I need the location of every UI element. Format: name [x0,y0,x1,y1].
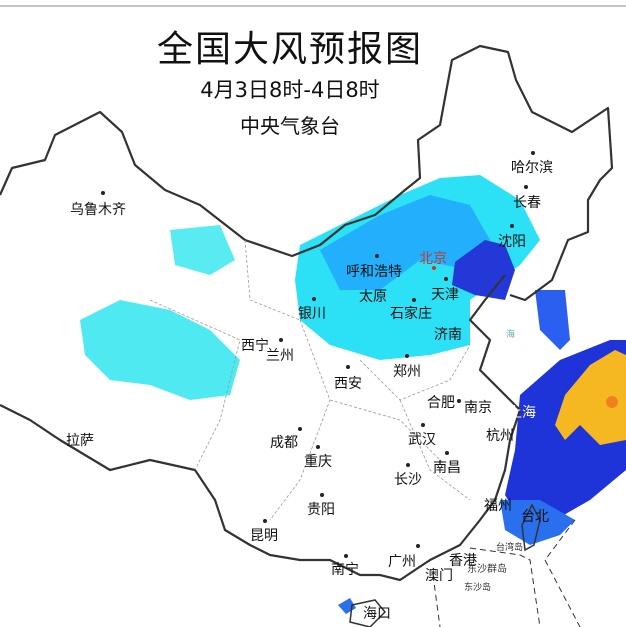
city-dot [298,427,302,431]
storm-spot [606,396,618,408]
city-label: 长沙 [394,472,422,488]
city-label: 拉萨 [66,433,94,449]
city-dot [444,277,448,281]
city-dot [346,365,350,369]
island-label: 台湾岛 [496,543,524,553]
south-china-sea-box [432,519,581,627]
city-label: 海口 [363,606,391,622]
city-label: 哈尔滨 [511,160,553,176]
city-label: 合肥 [427,395,455,411]
city-label: 重庆 [304,454,332,470]
city-label: 沈阳 [498,234,526,250]
city-dot [406,463,410,467]
city-dot [510,224,514,228]
city-dot [421,423,425,427]
city-label: 石家庄 [390,306,432,322]
city-dot [416,544,420,548]
city-label: 西安 [334,376,362,392]
city-label: 香港 [449,553,477,569]
gale-area-east-sea [555,350,626,445]
city-label: 乌鲁木齐 [70,202,126,218]
moderate-wind-area-north [320,195,490,290]
city-label: 银川 [298,306,326,322]
city-label: 长春 [513,195,541,211]
strong-wind-area-bohai [452,240,515,300]
city-label: 贵阳 [307,502,335,518]
city-dot [316,445,320,449]
island-label: 东沙群岛 [467,564,507,575]
city-label: 兰州 [266,348,294,364]
city-dot [344,554,348,558]
china-border [0,44,614,582]
city-label: 呼和浩特 [346,264,402,280]
city-dot [263,519,267,523]
city-label: 成都 [270,435,298,451]
city-label: 南昌 [433,460,461,476]
city-label: 澳门 [425,568,453,584]
city-dot [375,254,379,258]
city-label: 西宁 [241,338,269,354]
province-boundaries [149,239,471,521]
taiwan-outline [521,503,541,552]
capital-dot [432,266,436,270]
light-wind-area-northwest [170,225,235,275]
city-label: 南京 [464,400,492,416]
city-label: 郑州 [393,364,421,380]
city-dot [312,297,316,301]
city-dot [101,191,105,195]
capital-label: 北京 [419,251,447,267]
city-label: 上海 [508,405,536,421]
island-label: 东沙岛 [464,583,492,593]
city-label: 天津 [431,287,459,303]
moderate-wind-area-taiwan [500,500,575,545]
sea-label: 海 [506,330,516,340]
wind-areas [80,175,626,614]
moderate-wind-area-hainan [338,598,356,614]
city-label: 济南 [434,327,462,343]
city-label: 台北 [521,509,549,525]
city-label: 福州 [484,498,512,514]
forecast-period: 4月3日8时-4日8时 [200,78,380,102]
city-dot [279,338,283,342]
light-wind-area-west [80,300,240,400]
city-label: 太原 [359,289,387,305]
city-dot [320,493,324,497]
strong-wind-area-yellow-sea [535,290,570,350]
hainan-outline [349,599,387,627]
city-dot [457,399,461,403]
city-dot [405,354,409,358]
agency-name: 中央气象台 [240,114,340,138]
map-title: 全国大风预报图 [156,29,423,70]
city-label: 武汉 [408,432,436,448]
city-label: 广州 [388,554,416,570]
city-label: 昆明 [250,528,278,544]
city-dot [412,298,416,302]
city-dot [531,151,535,155]
city-dot [524,185,528,189]
city-label: 南宁 [331,562,359,578]
city-label: 杭州 [486,428,514,444]
city-dot [445,451,449,455]
